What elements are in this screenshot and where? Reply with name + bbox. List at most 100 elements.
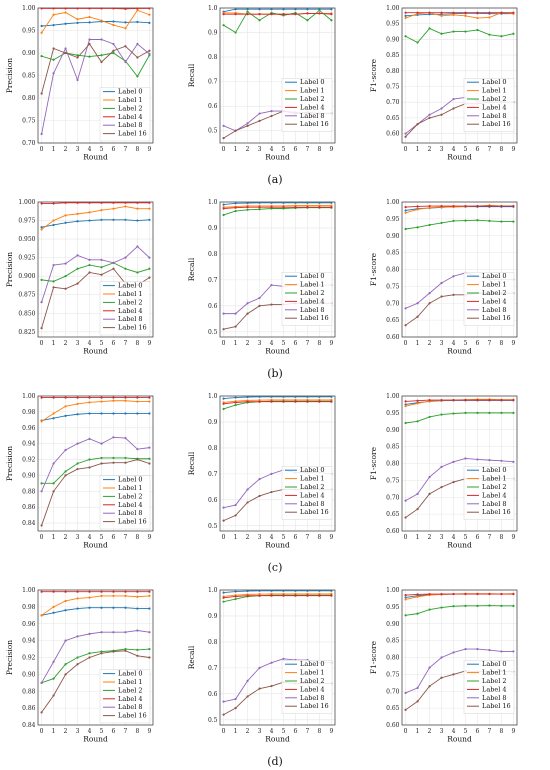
data-point-label-0 (100, 218, 103, 221)
series-line-label-2 (223, 207, 332, 216)
data-point-label-8 (452, 651, 455, 654)
y-tick-label: 0.85 (22, 73, 36, 80)
data-point-label-8 (440, 107, 443, 110)
x-tick-label: 8 (500, 534, 504, 541)
data-point-label-4 (88, 396, 91, 399)
data-point-label-2 (88, 652, 91, 655)
data-point-label-2 (464, 604, 467, 607)
data-point-label-1 (64, 214, 67, 217)
x-tick-label: 1 (52, 728, 56, 735)
data-point-label-4 (416, 205, 419, 208)
data-point-label-8 (136, 42, 139, 46)
x-tick-label: 0 (404, 534, 408, 541)
chart-panel-d-recall: 0.5 0.6 0.7 0.8 0.9 1.0 0 1 2 3 4 5 6 7 8 9 Round Recall L… (187, 587, 336, 744)
data-point-label-2 (404, 421, 407, 425)
data-point-label-0 (246, 201, 249, 205)
x-tick-label: 9 (147, 728, 151, 735)
x-tick-label: 8 (136, 340, 140, 347)
x-axis-label: Round (265, 735, 290, 744)
data-point-label-4 (88, 590, 91, 593)
legend-label: Label 8 (482, 694, 506, 702)
data-point-label-2 (404, 227, 407, 231)
chart-panel-b-recall: 0.5 0.6 0.7 0.8 0.9 1.0 0 1 2 3 4 5 6 7 8 9 Round Recall L… (187, 199, 336, 356)
data-point-label-2 (52, 58, 55, 61)
data-point-label-2 (440, 221, 443, 225)
series-line-label-8 (41, 245, 150, 303)
data-point-label-16 (112, 49, 115, 52)
legend-label: Label 0 (300, 660, 324, 668)
data-point-label-0 (404, 596, 407, 599)
data-point-label-4 (40, 396, 43, 399)
legend-label: Label 16 (118, 130, 147, 138)
y-tick-label: 1.0 (208, 199, 218, 206)
data-point-label-0 (282, 589, 285, 592)
plot-frame (401, 7, 518, 144)
data-point-label-2 (234, 209, 237, 213)
data-point-label-16 (428, 116, 431, 119)
data-point-label-4 (488, 11, 491, 14)
series-line-label-16 (41, 43, 150, 94)
legend-box (281, 77, 333, 132)
data-point-label-8 (136, 245, 139, 248)
data-point-label-8 (40, 132, 43, 136)
y-tick-label: 0.7 (208, 277, 218, 284)
y-tick-label: 0.75 (386, 671, 400, 678)
series-line-label-4 (223, 12, 332, 15)
data-point-label-4 (100, 201, 103, 204)
data-point-label-8 (270, 283, 273, 287)
legend-label: Label 16 (118, 518, 147, 526)
x-tick-label: 9 (147, 340, 151, 347)
data-point-label-1 (76, 18, 79, 21)
x-tick-label: 5 (464, 728, 468, 735)
data-point-label-4 (222, 596, 225, 599)
data-point-label-8 (464, 647, 467, 651)
data-point-label-8 (222, 700, 225, 703)
data-point-label-2 (428, 223, 431, 227)
legend-label: Label 1 (300, 87, 324, 95)
data-point-label-4 (294, 206, 297, 209)
y-tick-label: 0.95 (386, 410, 400, 417)
x-tick-label: 1 (416, 728, 420, 735)
data-point-label-16 (416, 123, 419, 126)
data-point-label-4 (52, 590, 55, 593)
data-point-label-4 (306, 594, 309, 597)
data-point-label-2 (88, 263, 91, 267)
data-point-label-0 (124, 412, 127, 415)
data-point-label-4 (318, 12, 321, 15)
data-point-label-8 (258, 112, 261, 115)
data-point-label-1 (88, 211, 91, 214)
legend-label: Label 1 (300, 281, 324, 289)
data-point-label-4 (488, 398, 491, 402)
data-point-label-8 (440, 465, 443, 468)
x-tick-label: 1 (52, 534, 56, 541)
data-point-label-4 (512, 398, 515, 402)
x-axis-label: Round (265, 347, 290, 356)
series-line-label-4 (405, 399, 514, 402)
data-point-label-4 (306, 12, 309, 15)
data-point-label-16 (404, 708, 407, 711)
data-point-label-8 (488, 459, 491, 462)
series-line-label-4 (405, 593, 514, 596)
series-line-label-2 (223, 594, 332, 603)
series-line-label-0 (41, 413, 150, 422)
legend-label: Label 8 (300, 694, 324, 702)
data-point-label-16 (234, 325, 237, 328)
x-tick-label: 3 (440, 146, 444, 153)
data-point-label-1 (64, 599, 67, 603)
data-point-label-8 (222, 506, 225, 509)
data-point-label-0 (148, 412, 151, 415)
series-line-label-8 (405, 457, 514, 502)
series-line-label-1 (223, 593, 332, 597)
data-point-label-4 (112, 590, 115, 593)
data-point-label-0 (76, 220, 79, 223)
data-point-label-2 (476, 411, 479, 414)
data-point-label-16 (148, 49, 151, 52)
data-point-label-4 (246, 13, 249, 16)
data-point-label-16 (124, 461, 127, 464)
y-tick-label: 0.96 (22, 425, 36, 432)
data-point-label-16 (440, 295, 443, 298)
legend-label: Label 1 (482, 281, 506, 289)
data-point-label-8 (234, 312, 237, 315)
data-point-label-8 (148, 631, 151, 634)
x-tick-label: 9 (511, 340, 515, 347)
